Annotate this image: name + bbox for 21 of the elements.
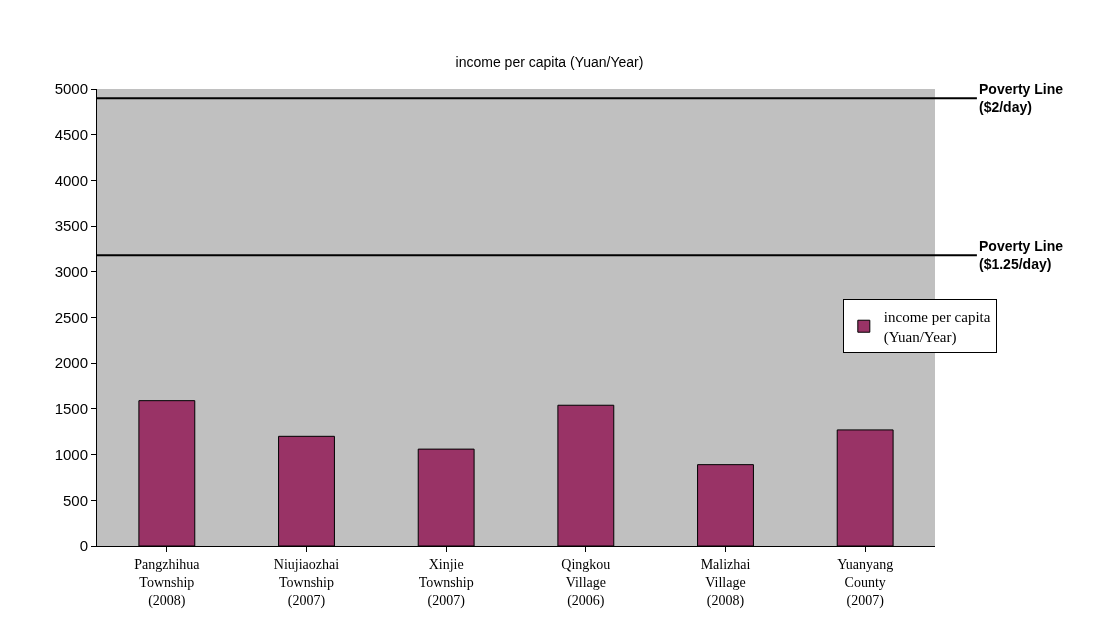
- x-tick-label: Xinjie Township (2007): [418, 556, 474, 610]
- y-tick-label: 2500: [54, 308, 88, 326]
- chart-title: income per capita (Yuan/Year): [455, 53, 644, 70]
- y-tick-label: 4000: [54, 171, 88, 189]
- legend-label: income per capita (Yuan/Year): [883, 309, 991, 346]
- y-tick-label: 1500: [54, 400, 88, 418]
- y-tick-label: 1000: [54, 445, 88, 463]
- y-tick-label: 500: [62, 491, 88, 509]
- y-tick-label: 3000: [54, 263, 88, 281]
- y-tick-label: 2000: [54, 354, 88, 372]
- y-tick-label: 0: [79, 537, 88, 555]
- x-tick-label: Qingkou Village (2006): [561, 556, 611, 610]
- y-tick-label: 5000: [54, 80, 88, 98]
- x-tick-label: Malizhai Village (2008): [700, 556, 751, 610]
- x-tick-label: Niujiaozhai Township (2007): [273, 556, 340, 610]
- x-tick-label: Yuanyang County (2007): [837, 556, 894, 610]
- y-tick-label: 3500: [54, 217, 88, 235]
- ref-line-label: Poverty Line ($1.25/day): [979, 238, 1064, 273]
- x-tick-label: Pangzhihua Township (2008): [134, 556, 201, 610]
- y-tick-label: 4500: [54, 125, 88, 143]
- ref-line-label: Poverty Line ($2/day): [979, 81, 1064, 116]
